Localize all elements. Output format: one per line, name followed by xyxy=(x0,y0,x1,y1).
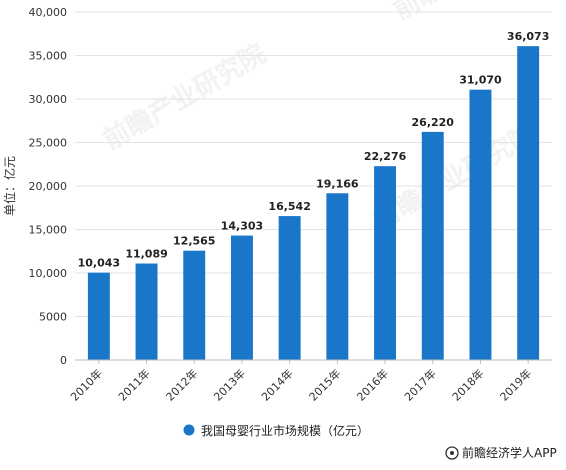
bar xyxy=(183,250,206,360)
x-tick-label: 2013年 xyxy=(211,366,248,403)
bar xyxy=(230,235,253,360)
y-tick-label: 15,000 xyxy=(29,224,68,237)
bar xyxy=(517,46,540,360)
y-tick-label: 40,000 xyxy=(29,6,68,19)
y-tick-label: 35,000 xyxy=(29,50,68,63)
x-tick-label: 2016年 xyxy=(354,366,391,403)
data-label: 22,276 xyxy=(364,150,407,163)
bar xyxy=(374,166,397,360)
x-tick-label: 2017年 xyxy=(401,366,438,403)
legend: 我国母婴行业市场规模（亿元） xyxy=(183,423,369,438)
data-labels-group: 10,043 11,089 12,565 14,303 16,542 19,166 22,2… xyxy=(78,30,550,269)
legend-swatch xyxy=(183,424,195,436)
bar xyxy=(469,89,492,360)
x-axis-ticks: 2010年 2011年 2012年 2013年 2014年 2015年 2016年 2017年… xyxy=(67,360,534,404)
data-label: 31,070 xyxy=(459,74,502,87)
bar xyxy=(135,263,158,360)
credit-text: 前瞻经济学人APP xyxy=(462,445,557,460)
y-tick-label: 20,000 xyxy=(29,180,68,193)
credit-logo-icon xyxy=(445,446,459,460)
x-tick-label: 2015年 xyxy=(306,366,343,403)
y-tick-label: 30,000 xyxy=(29,93,68,106)
data-label: 36,073 xyxy=(507,30,549,43)
watermark-text: 前瞻产业研究院 xyxy=(388,0,561,26)
data-label: 16,542 xyxy=(268,200,310,213)
bar xyxy=(421,131,444,360)
bars-group xyxy=(87,46,540,360)
bar xyxy=(278,216,301,360)
data-label: 10,043 xyxy=(78,257,120,270)
data-label: 12,565 xyxy=(173,235,215,248)
y-tick-label: 25,000 xyxy=(29,137,68,150)
y-axis-title: 单位：亿元 xyxy=(2,156,17,216)
data-label: 26,220 xyxy=(412,116,455,129)
bar xyxy=(326,193,349,360)
legend-label: 我国母婴行业市场规模（亿元） xyxy=(201,423,369,438)
x-tick-label: 2011年 xyxy=(115,366,152,403)
y-tick-label: 5000 xyxy=(39,311,67,324)
y-axis-ticks: 0 5000 10,000 15,000 20,000 25,000 30,000 35,00… xyxy=(29,6,68,367)
x-tick-label: 2012年 xyxy=(163,366,200,403)
credit-logo-icon-dot xyxy=(450,451,454,455)
bar xyxy=(87,272,110,360)
data-label: 11,089 xyxy=(125,248,167,261)
x-tick-label: 2019年 xyxy=(497,366,534,403)
x-tick-label: 2010年 xyxy=(67,366,104,403)
data-label: 14,303 xyxy=(221,220,263,233)
x-tick-label: 2014年 xyxy=(258,366,295,403)
x-tick-label: 2018年 xyxy=(449,366,486,403)
credit: 前瞻经济学人APP xyxy=(445,445,557,460)
data-label: 19,166 xyxy=(316,177,359,190)
y-tick-label: 10,000 xyxy=(29,267,68,280)
y-tick-label: 0 xyxy=(60,354,67,367)
